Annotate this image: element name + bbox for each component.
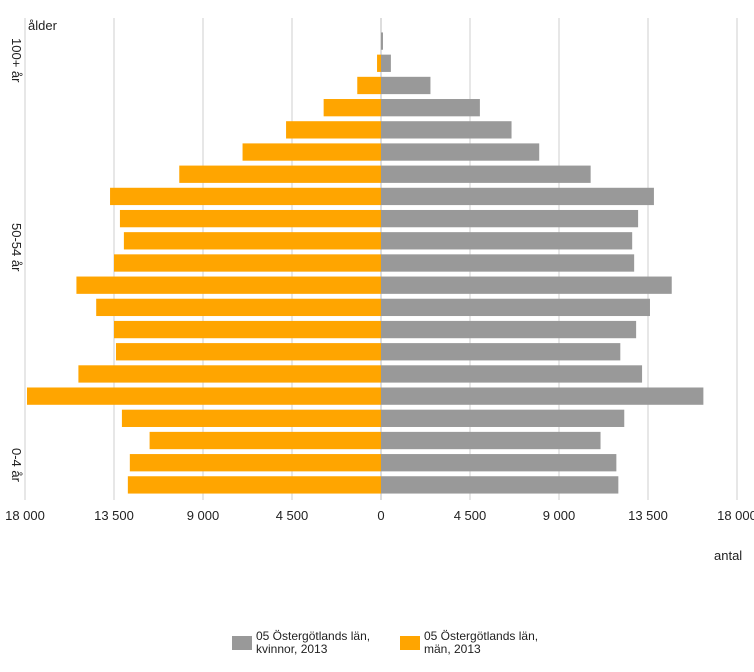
y-axis-title: ålder <box>28 18 58 33</box>
legend-item-men: 05 Östergötlands län, män, 2013 <box>400 630 554 656</box>
bar-men-90-94 <box>357 76 381 95</box>
bar-women-15-19 <box>381 409 625 427</box>
bar-women-85-89 <box>381 99 480 117</box>
legend-item-women: 05 Östergötlands län, kvinnor, 2013 <box>232 630 386 656</box>
bar-men-0-4 <box>127 476 381 494</box>
bar-men-75-79 <box>242 143 381 161</box>
bar-men-40-44 <box>96 298 381 317</box>
x-tick-label: 4 500 <box>454 508 487 523</box>
legend-label-men: 05 Östergötlands län, män, 2013 <box>424 629 539 656</box>
legend-swatch-women <box>232 636 252 650</box>
x-tick-label: 0 <box>377 508 384 523</box>
bars <box>26 32 704 494</box>
bar-women-90-94 <box>381 76 431 95</box>
bar-women-75-79 <box>381 143 540 161</box>
bar-men-50-54 <box>114 254 381 272</box>
x-axis-title: antal <box>714 548 742 563</box>
x-tick-labels: 18 000 13 500 9 000 4 500 0 4 500 9 000 13 500 1… <box>5 508 754 523</box>
legend-label-women: 05 Östergötlands län, kvinnor, 2013 <box>256 629 371 656</box>
bar-women-10-14 <box>381 431 601 450</box>
bar-women-65-69 <box>381 187 654 206</box>
bar-men-70-74 <box>179 165 381 183</box>
legend-swatch-men <box>400 636 420 650</box>
x-tick-label: 13 500 <box>628 508 668 523</box>
bar-women-60-64 <box>381 209 639 228</box>
y-tick-label-bottom: 0-4 år <box>9 448 24 483</box>
x-tick-label: 9 000 <box>543 508 576 523</box>
bar-men-85-89 <box>323 99 381 117</box>
x-tick-label: 18 000 <box>5 508 45 523</box>
bar-men-20-24 <box>26 387 381 405</box>
bar-women-20-24 <box>381 387 704 405</box>
bar-women-0-4 <box>381 476 619 494</box>
bar-men-95-99 <box>377 54 381 72</box>
bar-women-30-34 <box>381 343 621 361</box>
bar-men-45-49 <box>76 276 381 294</box>
bar-men-15-19 <box>121 409 382 427</box>
bar-men-60-64 <box>119 209 381 228</box>
bar-men-65-69 <box>110 187 382 206</box>
bar-women-70-74 <box>381 165 591 183</box>
bar-women-55-59 <box>381 232 633 250</box>
bar-women-50-54 <box>381 254 635 272</box>
bar-women-45-49 <box>381 276 672 294</box>
bar-women-80-84 <box>381 121 512 139</box>
y-tick-label-middle: 50-54 år <box>9 223 24 272</box>
bar-men-80-84 <box>286 121 381 139</box>
y-tick-label-top: 100+ år <box>9 38 24 83</box>
x-tick-label: 18 000 <box>717 508 754 523</box>
bar-women-40-44 <box>381 298 650 317</box>
x-tick-label: 13 500 <box>94 508 134 523</box>
x-tick-label: 4 500 <box>276 508 309 523</box>
bar-men-55-59 <box>123 232 381 250</box>
population-pyramid-chart: 18 000 13 500 9 000 4 500 0 4 500 9 000 13 500 1… <box>5 18 754 563</box>
bar-women-95-99 <box>381 54 391 72</box>
bar-men-10-14 <box>149 431 381 450</box>
x-tick-label: 9 000 <box>187 508 220 523</box>
legend: 05 Östergötlands län, kvinnor, 2013 05 Ö… <box>232 630 554 656</box>
bar-women-35-39 <box>381 320 637 339</box>
bar-men-30-34 <box>115 343 381 361</box>
bar-men-25-29 <box>78 365 382 383</box>
bar-women-25-29 <box>381 365 643 383</box>
bar-women-100+ <box>381 32 383 50</box>
bar-women-5-9 <box>381 454 617 472</box>
bar-men-5-9 <box>129 454 381 472</box>
bar-men-35-39 <box>114 320 381 339</box>
